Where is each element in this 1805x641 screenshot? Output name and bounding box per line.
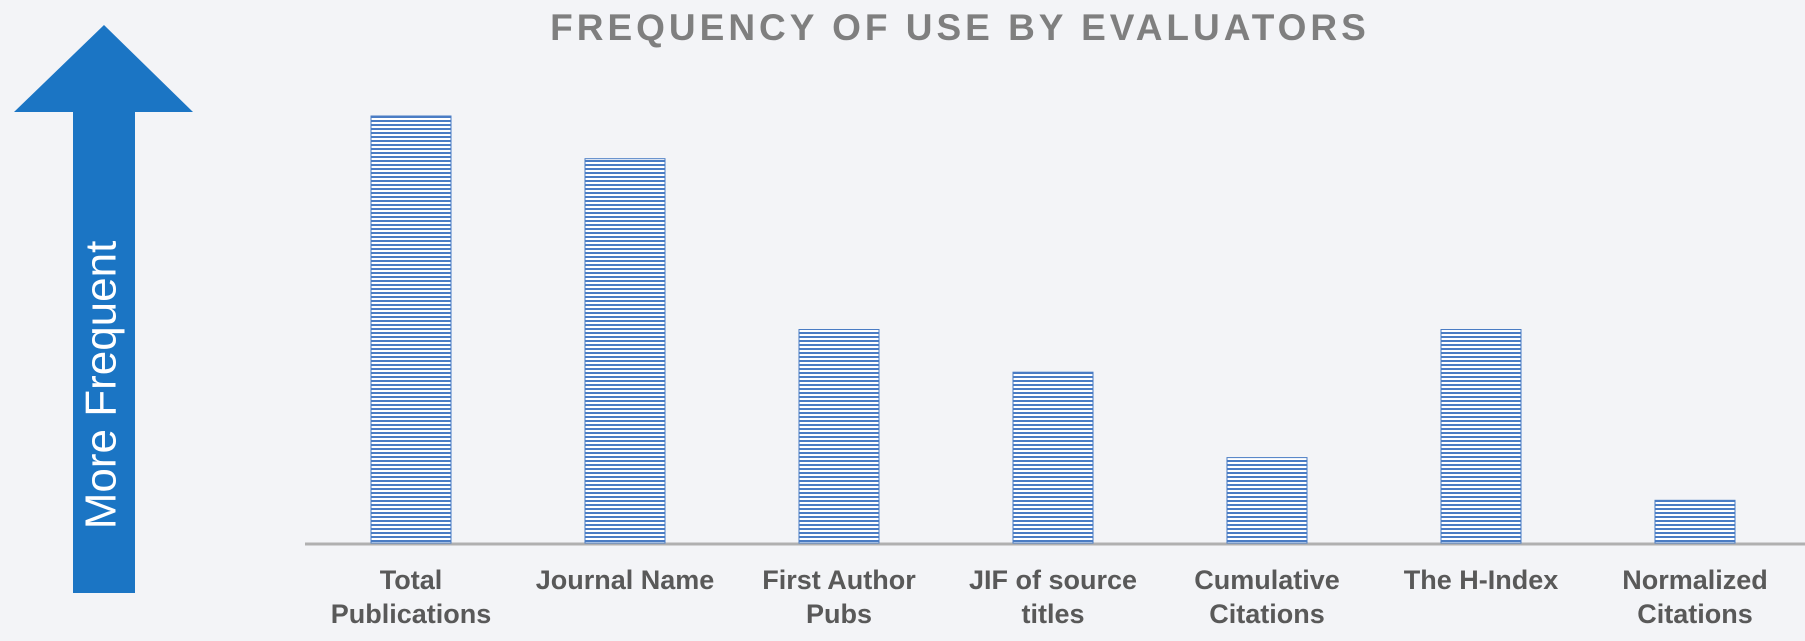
x-tick-label: The H-Index <box>1383 563 1579 597</box>
bar <box>799 330 879 544</box>
x-tick-label: Normalized Citations <box>1597 563 1793 631</box>
bar <box>1441 330 1521 544</box>
bar <box>371 116 451 543</box>
bar <box>1227 458 1307 543</box>
arrow-head <box>14 25 193 112</box>
bar <box>585 159 665 543</box>
x-tick-label: JIF of source titles <box>955 563 1151 631</box>
x-tick-label: First Author Pubs <box>741 563 937 631</box>
x-tick-label: Journal Name <box>527 563 723 597</box>
chart-title: FREQUENCY OF USE BY EVALUATORS <box>550 7 1370 48</box>
bar <box>1655 500 1735 543</box>
chart: FREQUENCY OF USE BY EVALUATORS More Freq… <box>0 0 1805 641</box>
arrow-label: More Frequent <box>77 241 126 530</box>
x-tick-label: Total Publications <box>313 563 509 631</box>
bar <box>1013 372 1093 543</box>
x-tick-label: Cumulative Citations <box>1169 563 1365 631</box>
page: FREQUENCY OF USE BY EVALUATORS More Freq… <box>0 0 1805 641</box>
